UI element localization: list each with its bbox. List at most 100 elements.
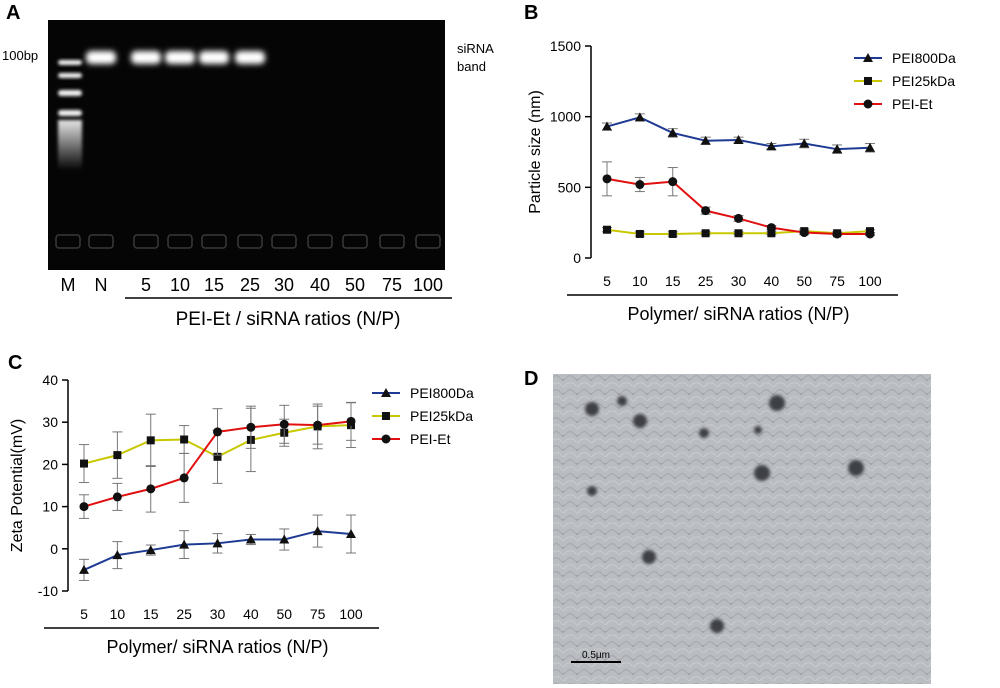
panel-b-letter: B [524,2,539,24]
x-tick-label: 50 [796,273,812,289]
nanoparticle [769,395,785,411]
data-point [734,213,743,223]
data-point [766,223,776,233]
gel-well [167,234,193,249]
tem-background [553,374,931,684]
series-pei800da [79,514,356,581]
panel-c-letter: C [8,352,23,374]
x-tick-label: 75 [829,273,845,289]
y-tick-label: 10 [42,499,58,515]
y-tick-label: 40 [42,372,58,388]
legend-label: PEI800Da [410,385,474,401]
data-point [602,174,612,184]
data-point [180,435,189,444]
sirna-band [199,51,229,64]
gel-well [201,234,227,249]
marker-size-label: 100bp [2,48,39,63]
panel-d-letter: D [524,368,539,390]
x-tick-label: 10 [632,273,648,289]
marker-band [58,60,82,65]
series-pei-et [602,161,875,239]
sirna-band [235,51,265,64]
data-point [313,420,323,430]
legend-label: PEI25kDa [410,408,473,424]
data-point [112,550,123,560]
data-point [734,229,743,238]
y-tick-label: 0 [50,541,58,557]
data-point [603,225,611,234]
sirna-band [131,51,161,64]
gel-well [88,234,114,249]
data-point [279,419,289,429]
gel-lane-label: 15 [204,275,224,295]
data-point [635,229,644,238]
sirna-band-label-line1: siRNA [457,41,494,56]
data-point [312,526,323,536]
nanoparticle [754,465,770,481]
x-tick-label: 30 [210,606,226,622]
gel-lane-label: 100 [413,275,443,295]
gel-well [415,234,441,249]
data-point [246,422,256,432]
data-point [112,492,122,502]
data-point [634,112,645,122]
x-tick-label: 40 [764,273,780,289]
nanoparticle [642,550,656,564]
y-tick-label: 500 [558,179,582,195]
legend-marker [864,77,872,85]
gel-lane-label: 25 [240,275,260,295]
data-point [79,564,89,574]
x-tick-label: 30 [731,273,747,289]
data-point [865,142,875,152]
series-pei25kda [79,402,356,484]
x-tick-label: 75 [310,606,326,622]
marker-band [58,90,82,96]
data-point [179,539,190,549]
x-tick-label: 40 [243,606,259,622]
x-tick-label: 5 [603,273,611,289]
x-axis-label: Polymer/ siRNA ratios (N/P) [627,304,849,324]
data-point [865,229,875,239]
data-point [213,452,222,461]
legend-label: PEI-Et [410,431,451,447]
gel-well [55,234,81,249]
data-point [767,229,776,238]
marker-smear [58,120,82,170]
marker-band [58,73,82,78]
legend-marker [863,99,873,109]
x-tick-label: 25 [698,273,714,289]
series-line [606,177,870,235]
data-point [279,534,290,544]
data-point [701,206,711,216]
gel-well [237,234,263,249]
zeta-potential-chart: -10 0 10 20 30 40 Zeta Potential(mV) 5 10 15 25 30 4… [9,372,474,657]
gel-well [379,234,405,249]
tem-image: 0.5μm [553,374,931,684]
data-point [245,534,256,544]
data-point [799,138,810,148]
data-point [346,529,356,539]
y-tick-label: 30 [42,414,58,430]
legend-marker [381,388,391,397]
data-point [146,436,155,445]
legend-label: PEI-Et [892,96,933,112]
sirna-band [86,51,116,64]
data-point [635,180,645,190]
nanoparticle [617,396,627,406]
data-point [799,228,809,238]
gel-lane-label: 40 [310,275,330,295]
y-tick-label: 0 [573,250,581,266]
sirna-band-label: siRNA band [457,40,494,76]
data-point [145,545,156,555]
gel-lane-label: N [95,275,108,295]
marker-band [58,110,82,116]
legend-marker [863,53,873,62]
y-tick-label: -10 [38,583,58,599]
nanoparticle [633,414,647,428]
gel-lane-label: 50 [345,275,365,295]
gel-well [307,234,333,249]
gel-well [133,234,159,249]
series-pei800da [602,112,875,154]
data-point [213,427,222,437]
nanoparticle [699,428,709,438]
